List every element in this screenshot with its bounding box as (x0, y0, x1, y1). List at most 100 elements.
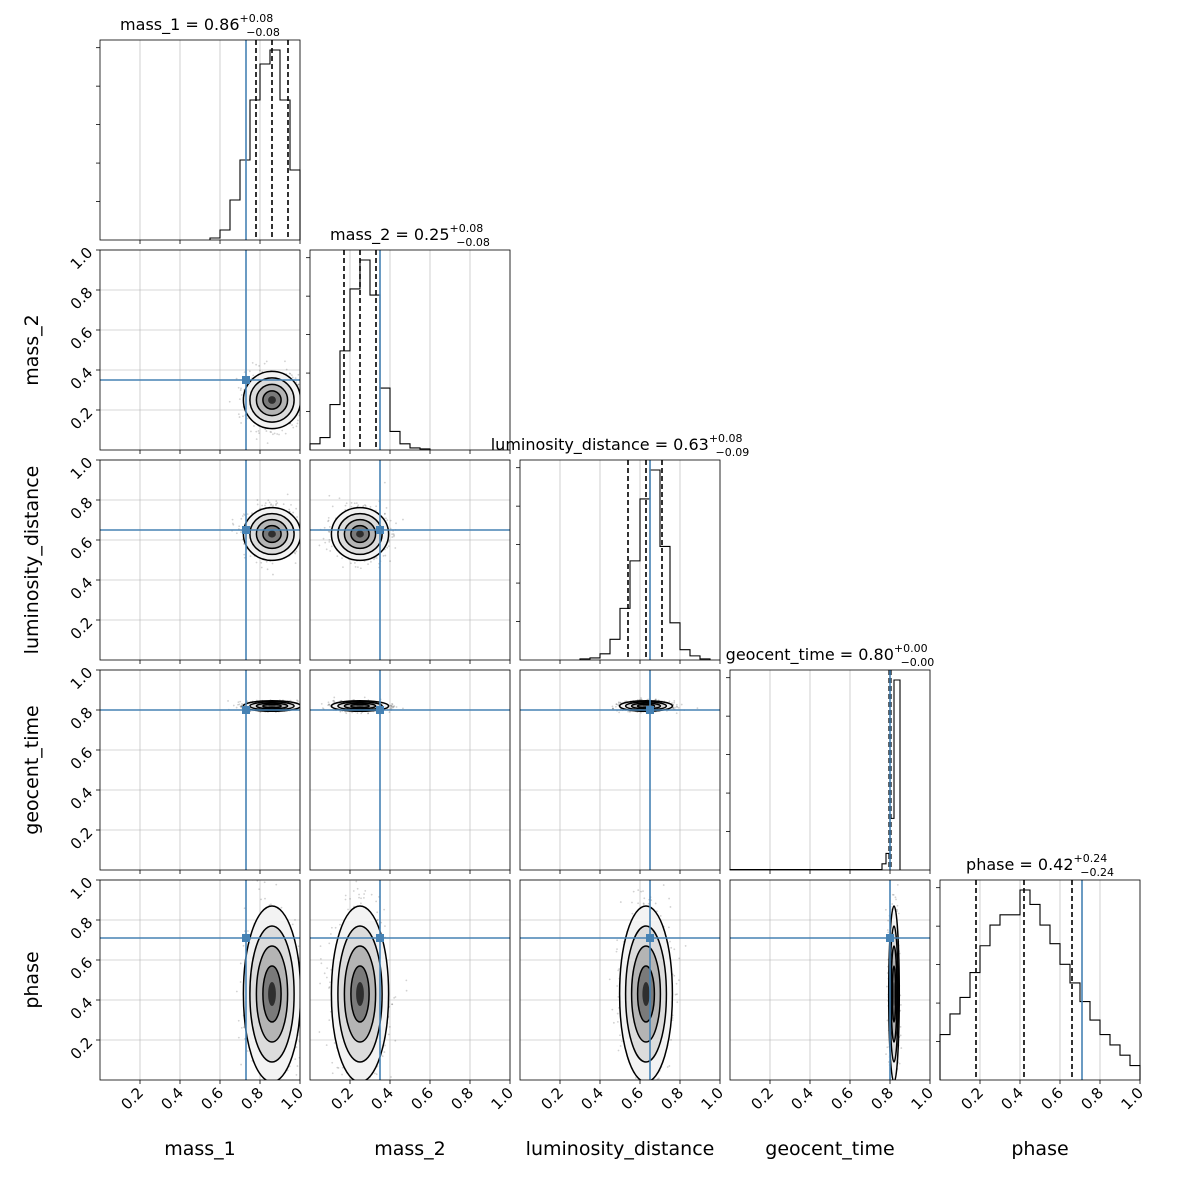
marginal-mass-1: mass_1 = 0.86+0.08 −0.08 (96, 12, 301, 244)
sample-point (360, 902, 362, 905)
sample-point (294, 552, 297, 555)
panel-luminosity-distance-vs-mass-1 (96, 459, 301, 664)
contour-line (887, 905, 901, 1080)
sample-point (618, 702, 620, 705)
sample-point (345, 502, 348, 505)
sample-point (240, 387, 242, 390)
truth-marker (242, 526, 250, 534)
sample-point (898, 1062, 901, 1065)
sample-point (297, 383, 300, 386)
sample-point (362, 504, 365, 507)
sample-point (612, 707, 615, 710)
sample-point (301, 409, 303, 411)
sample-point (668, 822, 670, 824)
sample-point (235, 532, 238, 535)
sample-point (619, 1045, 622, 1047)
sample-point (237, 1019, 240, 1022)
sample-point (696, 707, 699, 710)
sample-point (673, 701, 676, 704)
sample-point (297, 700, 299, 703)
sample-point (355, 502, 358, 505)
x-tick-label: 1.0 (907, 1084, 937, 1114)
sample-point (243, 371, 246, 374)
y-tick-label: 1.0 (67, 244, 97, 274)
axes-frame (99, 39, 301, 241)
contour-line (350, 703, 370, 709)
sample-point (341, 557, 343, 560)
sample-point (251, 361, 254, 364)
axes-frame (309, 669, 511, 871)
y-tick-label: 0.4 (67, 574, 97, 604)
sample-point (255, 363, 258, 366)
marginal-title: luminosity_distance = 0.63+0.08 −0.09 (491, 432, 750, 459)
sample-point (239, 981, 242, 983)
sample-point (373, 1072, 376, 1075)
panel-geocent-time-vs-mass-2 (309, 669, 511, 874)
panel-phase-vs-mass-2 (309, 879, 511, 1084)
sample-point (344, 894, 347, 897)
sample-point (662, 884, 665, 886)
sample-point (266, 1086, 268, 1088)
y-tick-label: 0.6 (67, 744, 97, 774)
sample-point (290, 374, 293, 377)
sample-point (674, 993, 677, 996)
y-tick-label: 0.6 (67, 954, 97, 984)
x-axis-label: geocent_time (765, 1138, 894, 1160)
sample-point (336, 1066, 339, 1069)
sample-point (364, 889, 367, 892)
contour-line (350, 524, 370, 544)
sample-point (302, 978, 304, 980)
sample-point (275, 504, 277, 507)
sample-point (232, 704, 235, 707)
sample-point (243, 556, 246, 559)
sample-point (284, 1080, 286, 1082)
contour-line (262, 703, 282, 709)
sample-point (350, 562, 352, 565)
sample-point (390, 704, 393, 707)
sample-point (341, 1073, 343, 1076)
sample-point (291, 376, 294, 379)
truth-marker (376, 706, 384, 714)
y-axis-label: geocent_time (21, 705, 43, 834)
sample-point (669, 906, 672, 908)
sample-point (249, 555, 252, 558)
sample-point (344, 898, 347, 901)
x-tick-label: 0.2 (117, 1084, 147, 1114)
axes-frame (309, 879, 511, 1081)
sample-point (258, 365, 261, 367)
sample-point (330, 968, 333, 971)
sample-point (680, 703, 683, 706)
sample-point (364, 504, 366, 506)
sample-point (617, 1049, 620, 1052)
sample-point (375, 900, 378, 903)
sample-point (294, 562, 297, 565)
sample-point (300, 706, 302, 708)
panel-phase-vs-geocent-time (729, 879, 931, 1084)
sample-point (668, 1065, 671, 1067)
sample-point (391, 706, 394, 709)
sample-point (273, 432, 276, 435)
sample-point (266, 568, 269, 571)
sample-point (376, 918, 379, 921)
y-tick-label: 0.2 (67, 614, 97, 644)
density-level (642, 982, 650, 1006)
density (520, 822, 720, 1080)
sample-point (675, 703, 678, 706)
sample-point (677, 706, 680, 709)
sample-point (258, 888, 261, 891)
sample-point (237, 1036, 240, 1039)
x-tick-label: 1.0 (1117, 1084, 1147, 1114)
sample-point (668, 700, 671, 703)
sample-point (305, 395, 307, 397)
histogram-step (209, 49, 301, 240)
sample-point (389, 704, 392, 707)
sample-point (260, 898, 262, 901)
density (310, 460, 510, 660)
x-tick-label: 0.6 (407, 1084, 437, 1114)
sample-point (303, 395, 305, 397)
truth-marker (376, 526, 384, 534)
sample-point (296, 1065, 299, 1067)
sample-point (647, 902, 650, 905)
contour-line (618, 905, 674, 1080)
marginal-title: phase = 0.42+0.24 −0.24 (966, 852, 1114, 879)
